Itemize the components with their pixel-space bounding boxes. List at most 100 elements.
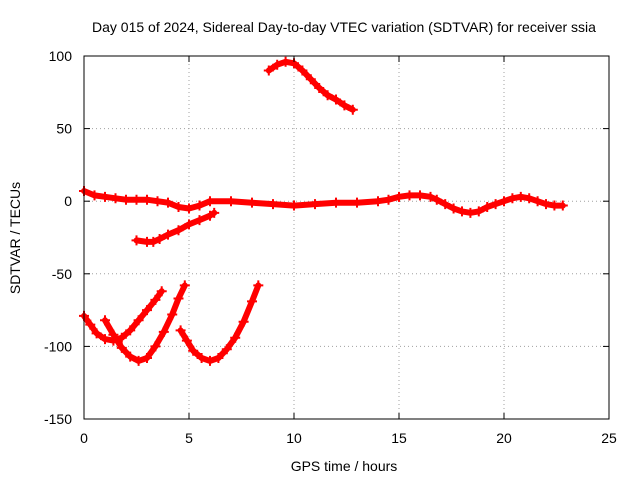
data-point [100, 315, 110, 326]
data-point [194, 200, 205, 211]
y-tick-label: -100 [44, 338, 72, 354]
data-point [289, 200, 299, 211]
data-point [173, 202, 184, 213]
data-point [125, 351, 136, 362]
data-point [339, 100, 350, 111]
x-tick-label: 20 [496, 430, 512, 446]
data-point [150, 294, 161, 305]
data-point [431, 194, 442, 205]
data-point [116, 342, 127, 353]
data-point [163, 229, 173, 240]
data-point [205, 196, 215, 207]
data-point [142, 353, 152, 364]
data-point [181, 335, 192, 346]
data-point [158, 326, 169, 337]
data-point [163, 197, 173, 208]
data-point [133, 315, 144, 326]
data-point [213, 353, 224, 364]
data-point [457, 206, 467, 217]
data-point [515, 191, 526, 202]
data-points [79, 56, 568, 366]
data-point [352, 197, 362, 208]
x-axis-label: GPS time / hours [291, 458, 398, 474]
data-point [188, 345, 199, 356]
chart-title: Day 015 of 2024, Sidereal Day-to-day VTE… [92, 19, 596, 35]
data-point [440, 199, 451, 210]
data-point [221, 344, 232, 355]
x-tick-label: 25 [601, 430, 617, 446]
data-point [247, 197, 257, 208]
y-tick-label: 0 [64, 193, 72, 209]
data-point [85, 319, 96, 330]
grid-lines [84, 56, 609, 419]
data-point [394, 191, 404, 202]
data-point [175, 325, 186, 336]
y-tick-label: -150 [44, 411, 72, 427]
data-point [148, 236, 159, 247]
y-tick-label: 100 [49, 48, 73, 64]
data-point [404, 190, 415, 201]
data-point [179, 280, 190, 291]
y-tick-label: 50 [56, 121, 72, 137]
x-tick-label: 10 [286, 430, 302, 446]
plot-frame [83, 55, 610, 420]
series-trace [133, 209, 218, 245]
data-point [173, 293, 184, 304]
data-point [268, 199, 278, 210]
data-point [167, 309, 178, 320]
x-tick-label: 15 [391, 430, 407, 446]
data-point [226, 196, 236, 207]
data-point [331, 197, 341, 208]
data-point [448, 203, 459, 214]
data-point [154, 233, 165, 244]
data-point [415, 190, 425, 201]
data-point [133, 355, 144, 366]
data-point [209, 207, 220, 218]
data-point [196, 353, 207, 364]
data-point [499, 196, 509, 207]
data-point [121, 194, 131, 205]
x-tick-label: 0 [80, 430, 88, 446]
data-point [507, 193, 518, 204]
data-point [425, 191, 436, 202]
series-arc-5 [100, 280, 190, 366]
data-point [465, 207, 476, 218]
data-point [490, 199, 501, 210]
data-point [173, 225, 184, 236]
data-point [331, 94, 341, 105]
y-axis-label: SDTVAR / TECUs [7, 182, 23, 294]
series-arc-4 [79, 286, 167, 346]
data-point [247, 296, 257, 307]
data-point [253, 280, 264, 291]
data-point [280, 56, 291, 67]
data-point [152, 196, 163, 207]
data-point [532, 196, 543, 207]
data-point [89, 190, 100, 201]
data-point [383, 194, 394, 205]
data-point [310, 199, 320, 210]
data-point [184, 203, 194, 214]
data-point [100, 334, 110, 345]
data-point [541, 199, 551, 210]
series-arc-2 [79, 186, 568, 218]
data-point [100, 191, 110, 202]
data-point [156, 286, 167, 297]
data-point [482, 202, 493, 213]
data-point [305, 74, 316, 85]
data-point [314, 82, 325, 93]
series-arc-1 [263, 56, 358, 115]
data-point [205, 355, 215, 366]
data-point [142, 305, 152, 316]
series-arc-6 [175, 280, 264, 366]
data-point [194, 215, 205, 226]
data-point [263, 65, 274, 76]
data-point [238, 316, 249, 327]
data-point [473, 206, 484, 217]
data-point [297, 65, 308, 76]
data-point [347, 104, 358, 115]
data-point [230, 332, 241, 343]
data-point [131, 235, 142, 246]
data-point [142, 194, 152, 205]
data-point [184, 219, 194, 230]
